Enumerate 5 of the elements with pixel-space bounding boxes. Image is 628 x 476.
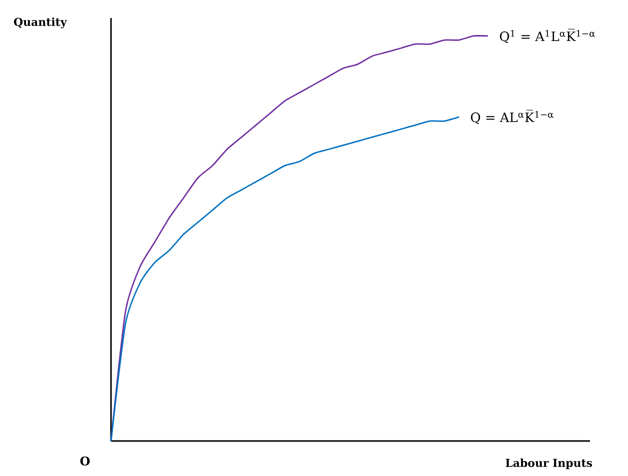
y-axis-title: Quantity [14, 18, 68, 28]
series-label: Q = AL$^{α}$K̅$^{1−α}$ [470, 110, 554, 124]
x-axis-title: Labour Inputs [506, 458, 592, 470]
series-label: Q$^{1}$ = A$^{1}$L$^{α}$K̅$^{1−α}$ [500, 28, 595, 44]
text: O [80, 456, 90, 466]
